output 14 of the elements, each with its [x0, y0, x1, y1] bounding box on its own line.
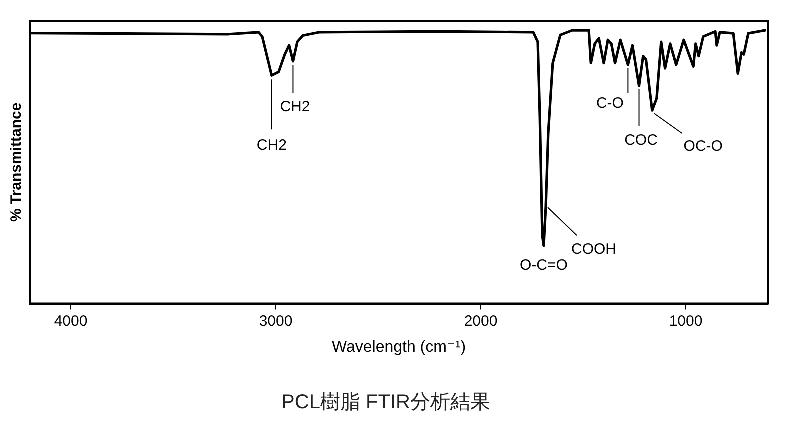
x-axis-title: Wavelength (cm⁻¹) — [332, 338, 466, 356]
annotation: O-C=O — [520, 257, 568, 274]
y-axis-title: % Transmittance — [8, 102, 26, 222]
text: PCL樹脂 FTIR分析結果 — [282, 392, 490, 414]
annotation: COC — [624, 132, 658, 150]
x-tick-label: 2000 — [464, 312, 498, 330]
annotation: OC-O — [684, 138, 723, 155]
x-tick-label: 1000 — [669, 312, 703, 330]
annotation: C-O — [596, 95, 624, 112]
annotation: CH2 — [256, 136, 287, 154]
annotation: COOH — [571, 240, 616, 258]
x-tick-label: 3000 — [259, 312, 293, 330]
annotation: CH2 — [280, 98, 310, 116]
x-tick-label: 4000 — [54, 312, 88, 330]
